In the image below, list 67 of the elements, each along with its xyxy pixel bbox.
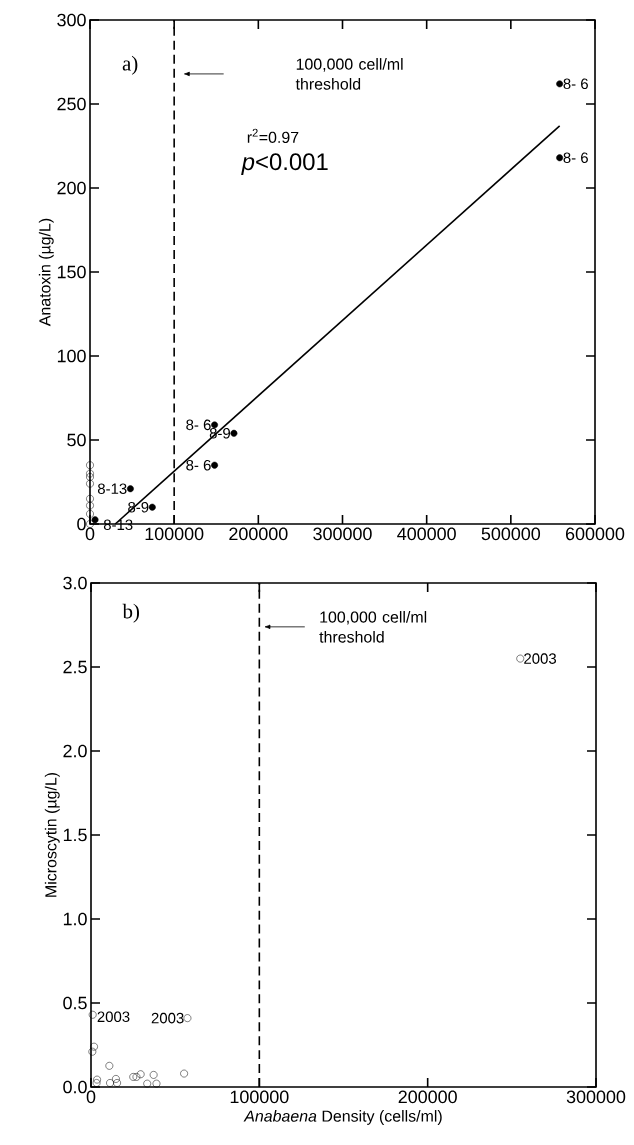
y-tick-label: 1.5	[63, 828, 87, 842]
x-tick-label: 200000	[398, 1090, 457, 1104]
annotation: 2003	[151, 1012, 184, 1024]
annotation: 8-13	[97, 483, 127, 494]
point	[132, 1073, 141, 1081]
point	[86, 473, 94, 481]
x-tick-label: 0	[86, 1090, 96, 1104]
x-tick-label: 500000	[481, 527, 541, 541]
annotation: 8- 6	[186, 419, 211, 431]
point	[88, 1047, 97, 1056]
y-tick-label: 250	[57, 97, 86, 111]
y-tick-label: 150	[57, 265, 86, 279]
x-tick-label: 300000	[566, 1090, 626, 1104]
x-axis-title: Anabaena Density (cells/ml)	[243, 1110, 442, 1125]
x-tick-label: 400000	[397, 527, 456, 541]
annotation: 2003	[97, 1011, 130, 1023]
y-axis-title: Anatoxin (µg/L)	[38, 218, 54, 327]
point	[93, 1075, 101, 1084]
point	[86, 494, 94, 503]
y-tick-label: 0.0	[63, 1080, 87, 1094]
point	[113, 1079, 121, 1087]
y-axis-title: Microscytin (µg/L)	[44, 772, 60, 897]
x-tick-label: 200000	[229, 527, 288, 541]
point	[90, 1042, 98, 1051]
y-tick-label: 50	[67, 433, 86, 447]
y-tick-label: 300	[57, 13, 86, 27]
ref-line-label: 100,000 cell/ml threshold	[319, 611, 427, 643]
point	[143, 1079, 152, 1088]
y-tick-label: 0.5	[63, 996, 87, 1010]
point	[91, 516, 99, 524]
annotation: 8- 6	[186, 459, 211, 471]
y-tick-label: 3.0	[63, 576, 87, 590]
annotation: 2003	[524, 653, 557, 664]
point	[180, 1069, 188, 1078]
point	[230, 429, 238, 437]
point	[129, 1073, 138, 1081]
point	[152, 1079, 161, 1088]
annotation: b)	[122, 603, 140, 623]
point	[86, 461, 94, 470]
annotation: a)	[122, 55, 138, 75]
point	[86, 469, 94, 478]
y-tick-label: 100	[57, 349, 86, 363]
annotation: p<0.001	[241, 153, 328, 175]
y-tick-label: 1.0	[63, 912, 87, 926]
annotation: 8- 6	[563, 152, 588, 164]
point	[86, 479, 94, 488]
x-tick-label: 300000	[313, 527, 372, 541]
x-tick-label: 100000	[145, 527, 204, 541]
annotation: 8- 6	[563, 78, 588, 90]
annotation: r$^{2}$=0.97	[247, 128, 299, 143]
point	[106, 1079, 114, 1087]
point	[112, 1075, 120, 1083]
y-tick-label: 0	[77, 517, 86, 531]
point	[211, 461, 219, 469]
x-tick-label: 100000	[230, 1090, 289, 1104]
point	[149, 1071, 158, 1079]
x-tick-label: 600000	[565, 527, 625, 541]
point	[86, 510, 94, 518]
point	[92, 1079, 101, 1087]
point	[136, 1070, 145, 1079]
y-tick-label: 200	[57, 181, 86, 195]
point	[86, 501, 94, 510]
point	[105, 1062, 114, 1070]
ref-line-label: 100,000 cell/ml threshold	[295, 58, 403, 90]
y-tick-label: 2.5	[63, 660, 87, 674]
y-tick-label: 2.0	[63, 744, 87, 758]
point	[88, 1010, 97, 1019]
